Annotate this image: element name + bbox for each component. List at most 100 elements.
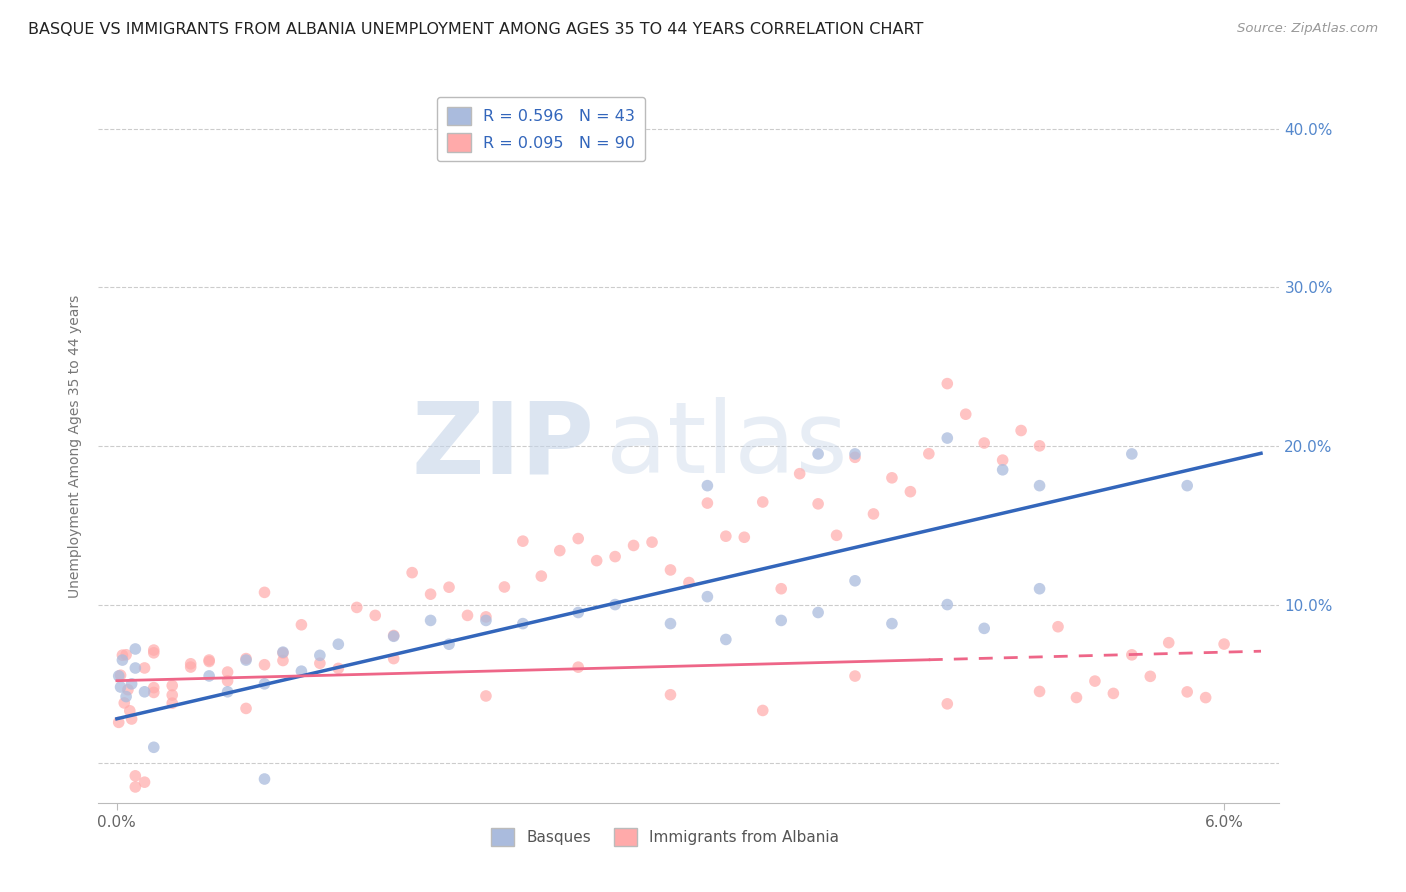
Point bbox=[918, 447, 941, 461]
Point bbox=[115, 690, 138, 704]
Point bbox=[198, 655, 221, 669]
Point bbox=[1102, 686, 1125, 700]
Point bbox=[936, 431, 959, 445]
Point bbox=[142, 646, 165, 660]
Point bbox=[973, 621, 995, 635]
Point bbox=[253, 772, 276, 786]
Point bbox=[134, 775, 156, 789]
Point bbox=[290, 617, 312, 632]
Point bbox=[973, 436, 995, 450]
Point bbox=[475, 610, 498, 624]
Point bbox=[382, 629, 405, 643]
Point bbox=[1195, 690, 1218, 705]
Point bbox=[1084, 674, 1107, 689]
Point bbox=[162, 696, 183, 710]
Point bbox=[696, 496, 718, 510]
Point bbox=[1046, 620, 1070, 634]
Point bbox=[110, 680, 132, 694]
Text: BASQUE VS IMMIGRANTS FROM ALBANIA UNEMPLOYMENT AMONG AGES 35 TO 44 YEARS CORRELA: BASQUE VS IMMIGRANTS FROM ALBANIA UNEMPL… bbox=[28, 22, 924, 37]
Point bbox=[1010, 424, 1032, 438]
Point bbox=[117, 682, 139, 697]
Point bbox=[110, 668, 132, 682]
Point bbox=[936, 697, 959, 711]
Point bbox=[567, 532, 589, 546]
Point bbox=[1175, 685, 1198, 699]
Point bbox=[198, 669, 221, 683]
Point bbox=[457, 608, 479, 623]
Point bbox=[955, 407, 977, 421]
Point bbox=[641, 535, 664, 549]
Point bbox=[752, 703, 775, 717]
Point bbox=[124, 642, 146, 657]
Legend: Basques, Immigrants from Albania: Basques, Immigrants from Albania bbox=[485, 822, 845, 852]
Point bbox=[419, 587, 441, 601]
Point bbox=[512, 534, 534, 549]
Point bbox=[111, 648, 134, 663]
Point bbox=[253, 677, 276, 691]
Text: ZIP: ZIP bbox=[412, 398, 595, 494]
Point bbox=[115, 648, 138, 662]
Point bbox=[309, 657, 332, 671]
Point bbox=[844, 447, 866, 461]
Point bbox=[112, 696, 135, 710]
Point bbox=[271, 654, 294, 668]
Point bbox=[121, 677, 143, 691]
Point bbox=[880, 471, 903, 485]
Point bbox=[1028, 478, 1050, 492]
Point bbox=[142, 740, 165, 755]
Point bbox=[530, 569, 553, 583]
Point bbox=[807, 497, 830, 511]
Text: Source: ZipAtlas.com: Source: ZipAtlas.com bbox=[1237, 22, 1378, 36]
Point bbox=[1213, 637, 1236, 651]
Point bbox=[107, 669, 129, 683]
Point bbox=[1139, 669, 1161, 683]
Point bbox=[825, 528, 848, 542]
Point bbox=[235, 653, 257, 667]
Point bbox=[111, 653, 134, 667]
Point bbox=[678, 575, 700, 590]
Point bbox=[437, 580, 460, 594]
Point bbox=[1121, 648, 1143, 662]
Point bbox=[328, 661, 350, 675]
Point bbox=[309, 648, 332, 663]
Point bbox=[217, 665, 239, 679]
Point bbox=[401, 566, 423, 580]
Point bbox=[253, 585, 276, 599]
Point bbox=[198, 653, 221, 667]
Point bbox=[752, 495, 775, 509]
Point bbox=[567, 660, 589, 674]
Point bbox=[605, 549, 627, 564]
Point bbox=[382, 651, 405, 665]
Point bbox=[900, 484, 922, 499]
Point bbox=[271, 645, 294, 659]
Point bbox=[789, 467, 811, 481]
Point bbox=[844, 574, 866, 588]
Point bbox=[217, 673, 239, 688]
Point bbox=[475, 614, 498, 628]
Point bbox=[124, 661, 146, 675]
Point bbox=[936, 376, 959, 391]
Point bbox=[235, 701, 257, 715]
Point bbox=[162, 688, 183, 702]
Y-axis label: Unemployment Among Ages 35 to 44 years: Unemployment Among Ages 35 to 44 years bbox=[69, 294, 83, 598]
Point bbox=[142, 643, 165, 657]
Point bbox=[419, 614, 441, 628]
Point bbox=[124, 780, 146, 794]
Point bbox=[382, 628, 405, 642]
Point bbox=[1028, 439, 1050, 453]
Point bbox=[364, 608, 387, 623]
Point bbox=[271, 646, 294, 660]
Point bbox=[991, 463, 1014, 477]
Point bbox=[1121, 447, 1143, 461]
Point bbox=[235, 651, 257, 665]
Point bbox=[567, 606, 589, 620]
Point bbox=[512, 616, 534, 631]
Point bbox=[162, 679, 183, 693]
Point bbox=[807, 606, 830, 620]
Point bbox=[807, 447, 830, 461]
Point bbox=[714, 632, 737, 647]
Point bbox=[180, 660, 202, 674]
Point bbox=[142, 681, 165, 695]
Point bbox=[991, 453, 1014, 467]
Point bbox=[548, 543, 571, 558]
